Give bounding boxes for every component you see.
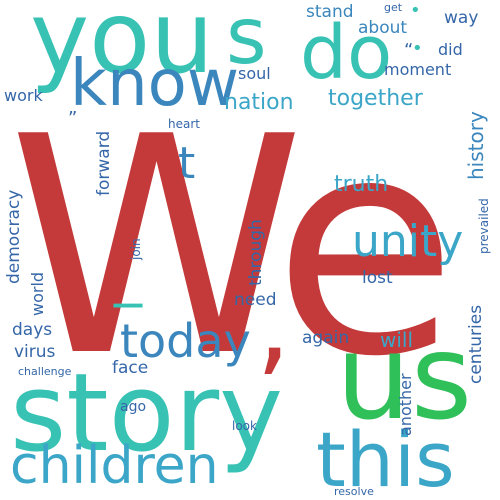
word-virus: virus [14, 342, 56, 362]
word-again: again [302, 328, 350, 348]
word-nation: nation [224, 90, 294, 115]
word-face: face [112, 358, 149, 378]
word-forward: forward [94, 130, 114, 196]
word-history: history [464, 111, 488, 180]
word-days: days [12, 320, 53, 340]
word-open-quote: “ [404, 40, 414, 61]
word-us: us [336, 308, 473, 446]
word-children: children [10, 436, 219, 496]
word-about: about [358, 18, 408, 38]
word-do: do [300, 10, 393, 96]
word-democracy: democracy [4, 189, 24, 284]
word-through: through [246, 219, 266, 286]
word-moment: moment [384, 60, 452, 79]
word-join: join [129, 238, 143, 260]
word-know: know [70, 47, 240, 121]
word-bullet-lower: • [412, 38, 423, 59]
word-t: t [178, 138, 196, 189]
word-close-quote: ” [68, 108, 78, 129]
word-unity: unity [352, 216, 464, 267]
word-ago: ago [120, 399, 147, 415]
word-s: s [226, 0, 267, 82]
word-challenge: challenge [18, 365, 72, 378]
word-prevailed: prevailed [477, 198, 491, 254]
word-soul: soul [238, 64, 271, 83]
word-stand: stand [306, 2, 354, 22]
word-bullet-upper: • [410, 0, 421, 21]
word-will: will [380, 328, 414, 352]
word-today: today [120, 314, 251, 368]
word-story: story [10, 351, 284, 476]
word-work: work [4, 86, 43, 105]
word-bullet-red: • [80, 313, 101, 353]
word-way: way [444, 8, 479, 28]
word-together: together [328, 86, 423, 111]
word-get: get [384, 1, 403, 14]
word-truth: truth [334, 172, 389, 197]
word-look: look [232, 419, 257, 433]
word-need: need [234, 290, 277, 310]
word-another: another [396, 373, 415, 436]
word-centuries: centuries [466, 304, 486, 384]
word-lost: lost [362, 268, 393, 288]
word-world: world [28, 271, 47, 316]
word-resolve: resolve [334, 485, 374, 498]
word-you: you [30, 0, 214, 96]
word-underscore: _ [114, 243, 142, 308]
word-comma: , [256, 259, 291, 387]
word-this: this [316, 415, 455, 500]
word-did: did [438, 40, 463, 59]
word-heart: heart [168, 117, 200, 131]
word-we: We [8, 73, 458, 422]
